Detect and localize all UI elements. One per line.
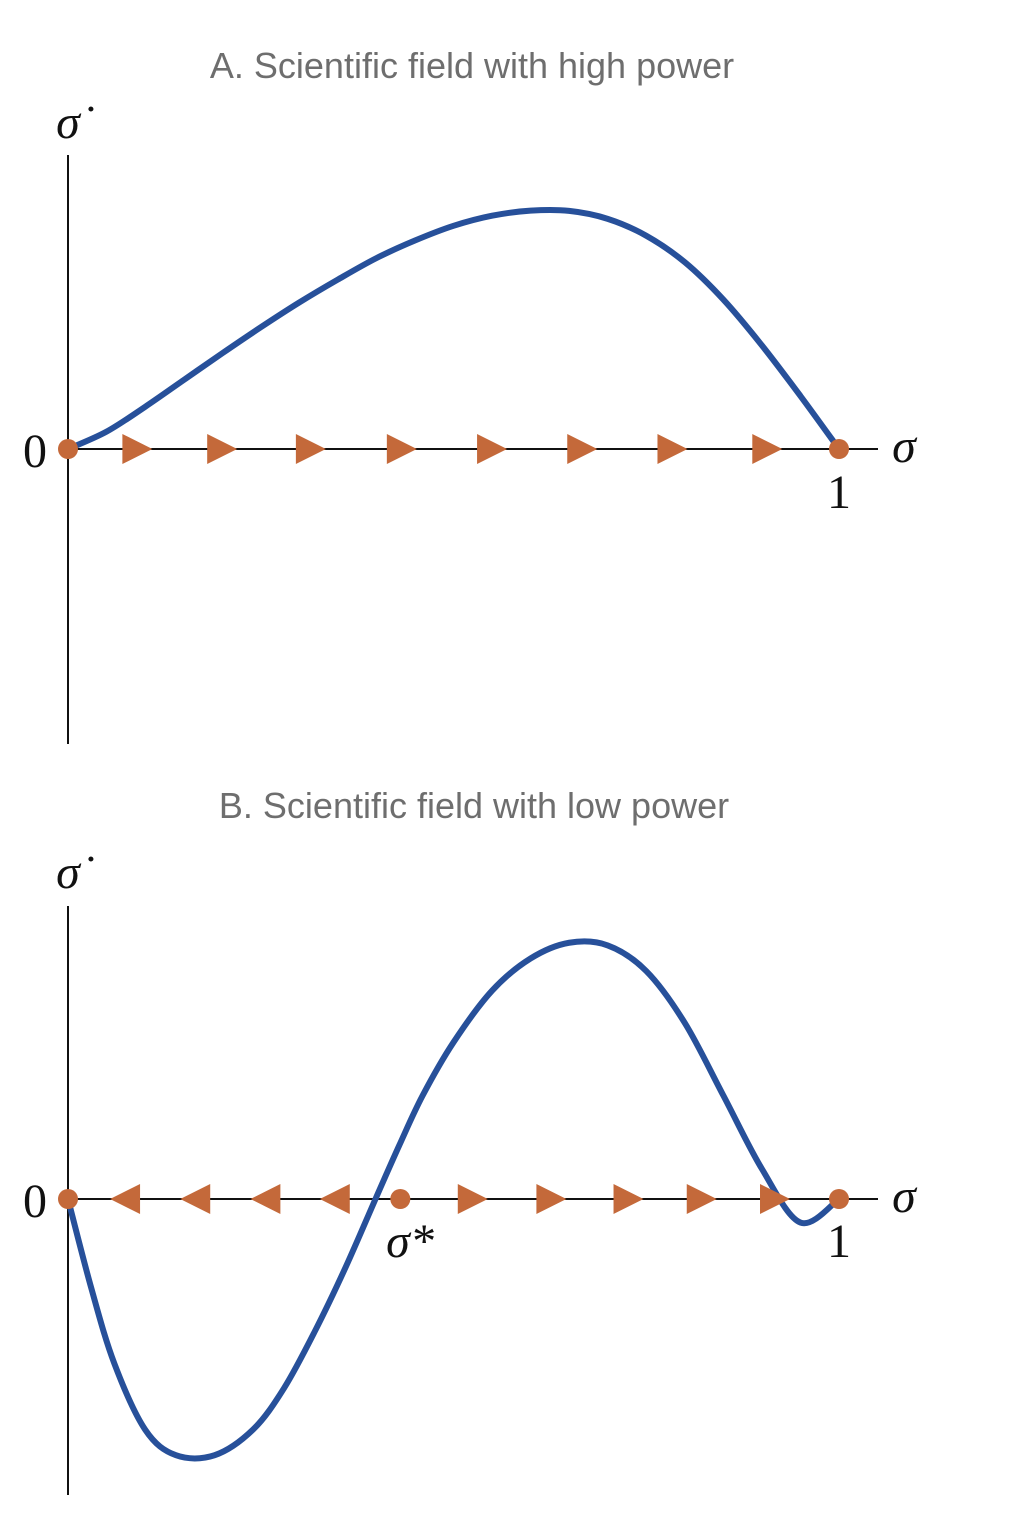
panel-b-sigma-star-label: σ* [386,1215,434,1268]
panel-b-flow-arrow-right-5 [457,1184,488,1214]
panel-b-flow-arrow-right-7 [613,1184,644,1214]
panel-a-flow-arrow-right-3 [295,434,326,464]
panel-a-flow-arrow-right-2 [207,434,238,464]
panel-a-fixed-point-1 [58,439,78,459]
panel-b-flow-arrow-left-1 [110,1184,141,1214]
panel-b-flow-arrow-left-3 [250,1184,281,1214]
panel-b-y-axis-label: σ̇ [56,846,94,899]
panel-a-x-tick-1: 1 [827,466,851,519]
panel-a-flow-arrows [122,434,783,464]
panel-b-fixed-point-1 [58,1189,78,1209]
panel-a-flow-arrow-right-1 [122,434,153,464]
panel-b-flow-arrow-right-8 [686,1184,717,1214]
panel-a-x-axis-label: σ [892,420,918,473]
panel-a-title: A. Scientific field with high power [210,45,734,86]
panel-a-flow-arrow-right-4 [386,434,417,464]
panel-b-flow-arrow-left-4 [319,1184,350,1214]
panel-b-fixed-point-3 [829,1189,849,1209]
panel-a-x-tick-0: 0 [23,425,47,478]
panel-a-flow-arrow-right-7 [657,434,688,464]
panel-b-fixed-point-2 [390,1189,411,1209]
panel-a-fixed-points [58,439,849,459]
panel-a-fixed-point-2 [829,439,849,459]
panel-b-title: B. Scientific field with low power [219,785,729,826]
panel-a-flow-arrow-right-5 [477,434,508,464]
panel-a-flow-arrow-right-6 [567,434,598,464]
panel-b-x-tick-1: 1 [827,1215,851,1268]
panel-a-y-axis-label: σ̇ [56,96,94,149]
panel-b-fixed-points [58,1189,849,1209]
panel-b-flow-arrows [110,1184,791,1214]
panel-a-flow-arrow-right-8 [752,434,783,464]
panel-b-flow-arrow-right-6 [536,1184,567,1214]
panel-b: B. Scientific field with low power σ̇ σ … [23,785,918,1495]
panel-b-flow-arrow-right-9 [760,1184,791,1214]
panel-b-curve [65,938,842,1462]
panel-b-flow-arrow-left-2 [180,1184,211,1214]
panel-a-curve [65,206,842,452]
panel-b-x-axis-label: σ [892,1170,918,1223]
panel-b-x-tick-0: 0 [23,1175,47,1228]
panel-a: A. Scientific field with high power σ̇ σ… [23,45,918,744]
